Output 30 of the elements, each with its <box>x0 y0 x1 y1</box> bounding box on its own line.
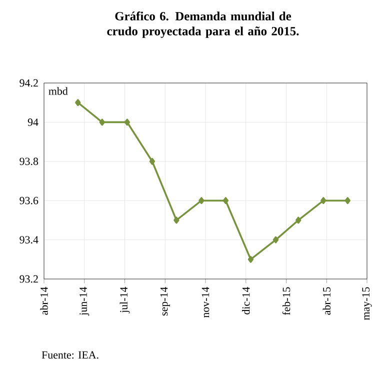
point <box>124 118 130 126</box>
point <box>198 197 204 204</box>
point <box>99 118 105 126</box>
point <box>320 197 326 204</box>
point <box>222 197 229 204</box>
point <box>75 99 81 106</box>
source-note: Fuente: IEA. <box>42 351 98 359</box>
point <box>149 158 156 165</box>
point <box>272 236 279 244</box>
x-tick-label: may-15 <box>362 287 372 320</box>
x-tick-label: feb-15 <box>282 287 290 316</box>
point <box>296 216 302 224</box>
point <box>174 216 180 224</box>
y-tick-label: 93.8 <box>20 158 38 166</box>
x-tick-label: jun-14 <box>80 286 90 316</box>
x-tick-label: abr-15 <box>322 287 330 315</box>
y-axis-title: mbd <box>48 87 68 95</box>
x-tick-label: dic-14 <box>242 286 250 314</box>
x-tick-label: jul-14 <box>120 286 130 314</box>
x-tick-label: nov-14 <box>202 286 210 318</box>
point <box>248 256 254 263</box>
x-tick-label: sep-14 <box>160 286 170 316</box>
x-tick-label: abr-14 <box>40 286 48 315</box>
y-tick-label: 93.4 <box>20 236 38 244</box>
y-tick-label: 93.2 <box>20 275 38 283</box>
point <box>344 197 350 204</box>
y-tick-label: 93.6 <box>20 196 38 204</box>
y-tick-label: 94 <box>28 118 38 126</box>
y-tick-label: 94.2 <box>20 79 38 87</box>
chart-title: Gráfico 6. Demanda mundial de crudo proyectada para el año 2015. <box>107 12 299 38</box>
